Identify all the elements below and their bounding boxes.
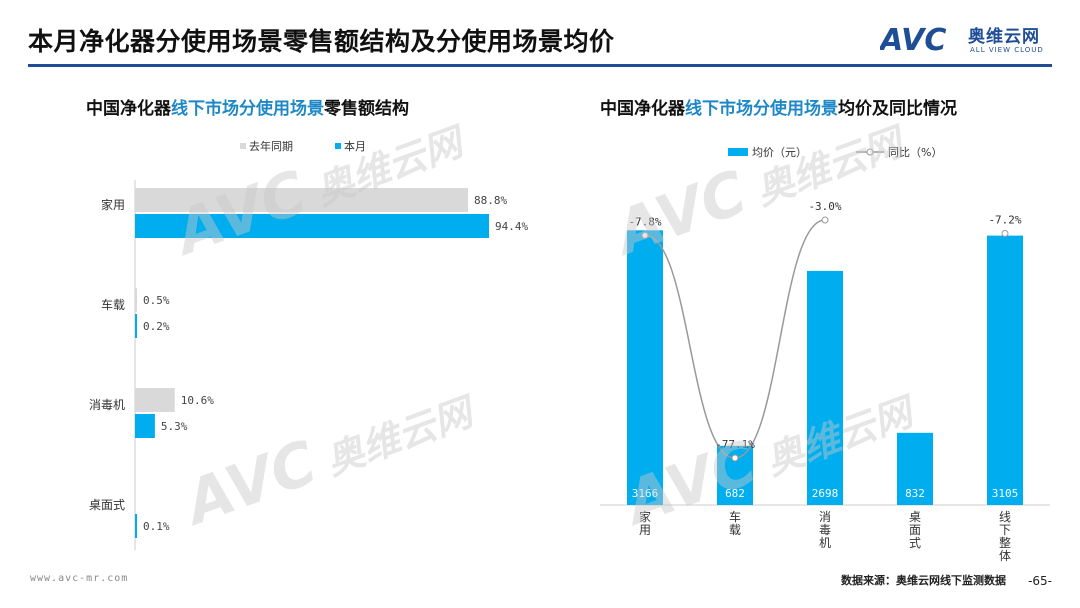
right-title-suffix: 均价及同比情况: [838, 99, 957, 119]
title-rule: [28, 64, 1052, 67]
bar-current: [135, 214, 489, 238]
yoy-value-label: -7.2%: [988, 213, 1021, 226]
category-label: 桌面式: [89, 498, 125, 512]
bar-value-label: 5.3%: [161, 420, 188, 433]
bar-value-label: 94.4%: [495, 220, 528, 233]
category-label: 车载: [101, 297, 125, 312]
bar-value-label: 10.6%: [181, 394, 214, 407]
category-label-char: 桌: [909, 510, 921, 524]
bar-current: [135, 414, 155, 438]
legend-line-label: 同比（%）: [888, 146, 942, 159]
legend-swatch-1: [335, 143, 341, 149]
yoy-line: [644, 219, 826, 459]
yoy-value-label: -3.0%: [808, 200, 841, 213]
category-label-char: 消: [819, 510, 831, 524]
left-title-prefix: 中国净化器: [86, 99, 171, 119]
price-value-label: 2698: [812, 487, 839, 500]
price-value-label: 832: [905, 487, 925, 500]
bar-prior: [135, 188, 468, 212]
left-chart-title: 中国净化器线下市场分使用场景零售额结构: [86, 94, 409, 119]
bar-value-label: 88.8%: [474, 194, 507, 207]
legend-label-1: 本月: [344, 139, 366, 153]
category-label: 消毒机: [89, 398, 125, 412]
bar-current: [135, 514, 137, 538]
left-title-suffix: 零售额结构: [324, 99, 409, 119]
legend-swatch-0: [240, 143, 246, 149]
yoy-marker: [1001, 229, 1009, 237]
legend-bar-label: 均价（元）: [752, 146, 807, 159]
category-label-char: 线: [999, 510, 1011, 524]
avc-logo-mark: AVC: [878, 23, 946, 58]
category-label-char: 毒: [819, 523, 831, 537]
bar-current: [135, 314, 137, 338]
logo-en: ALL VIEW CLOUD: [970, 46, 1044, 54]
bar-prior: [135, 288, 137, 312]
category-label-char: 下: [999, 523, 1011, 537]
page-number: -65-: [1028, 574, 1052, 588]
category-label-char: 面: [909, 523, 921, 537]
left-title-highlight: 线下市场分使用场景: [171, 99, 324, 119]
yoy-marker: [821, 216, 829, 224]
bar-prior: [135, 388, 175, 412]
price-value-label: 682: [725, 487, 745, 500]
legend-bar-swatch: [728, 148, 748, 156]
price-bar: [627, 230, 663, 505]
right-title-prefix: 中国净化器: [600, 99, 685, 119]
footer-source: 数据来源：奥维云网线下监测数据: [841, 574, 1006, 587]
bar-value-label: 0.2%: [143, 320, 170, 333]
yoy-value-label: -77.1%: [715, 438, 755, 451]
price-value-label: 3105: [992, 487, 1019, 500]
price-bar: [987, 235, 1023, 505]
category-label-char: 机: [819, 536, 831, 550]
logo-mark-text: AVC: [880, 23, 946, 58]
price-value-label: 3166: [632, 487, 659, 500]
category-label: 家用: [101, 197, 125, 212]
bar-value-label: 0.5%: [143, 294, 170, 307]
category-label-char: 用: [639, 523, 651, 537]
category-label-char: 车: [729, 509, 741, 524]
category-label-char: 式: [909, 536, 921, 550]
bar-value-label: 0.1%: [143, 520, 170, 533]
price-bar: [897, 432, 933, 505]
avc-logo: AVC 奥维云网 ALL VIEW CLOUD: [878, 20, 1050, 60]
yoy-marker: [641, 231, 649, 239]
page-title: 本月净化器分使用场景零售额结构及分使用场景均价: [28, 27, 615, 56]
right-combo-chart: 均价（元） 同比（%） 3166 家用 682 车载 2698 消毒机 832 桌面式 3105 线下…: [600, 146, 1050, 563]
yoy-value-label: -7.8%: [628, 215, 661, 228]
right-title-highlight: 线下市场分使用场景: [685, 99, 838, 119]
category-label-char: 体: [999, 549, 1011, 563]
legend-label-0: 去年同期: [249, 139, 293, 153]
price-bar: [807, 270, 843, 505]
yoy-marker: [731, 454, 739, 462]
category-label-char: 家: [639, 509, 651, 524]
legend-line-marker: [866, 148, 874, 156]
footer-url[interactable]: www.avc-mr.com: [30, 573, 129, 584]
logo-cn: 奥维云网: [968, 27, 1040, 47]
category-label-char: 载: [729, 523, 741, 537]
right-chart-title: 中国净化器线下市场分使用场景均价及同比情况: [600, 94, 957, 119]
category-label-char: 整: [999, 535, 1011, 550]
